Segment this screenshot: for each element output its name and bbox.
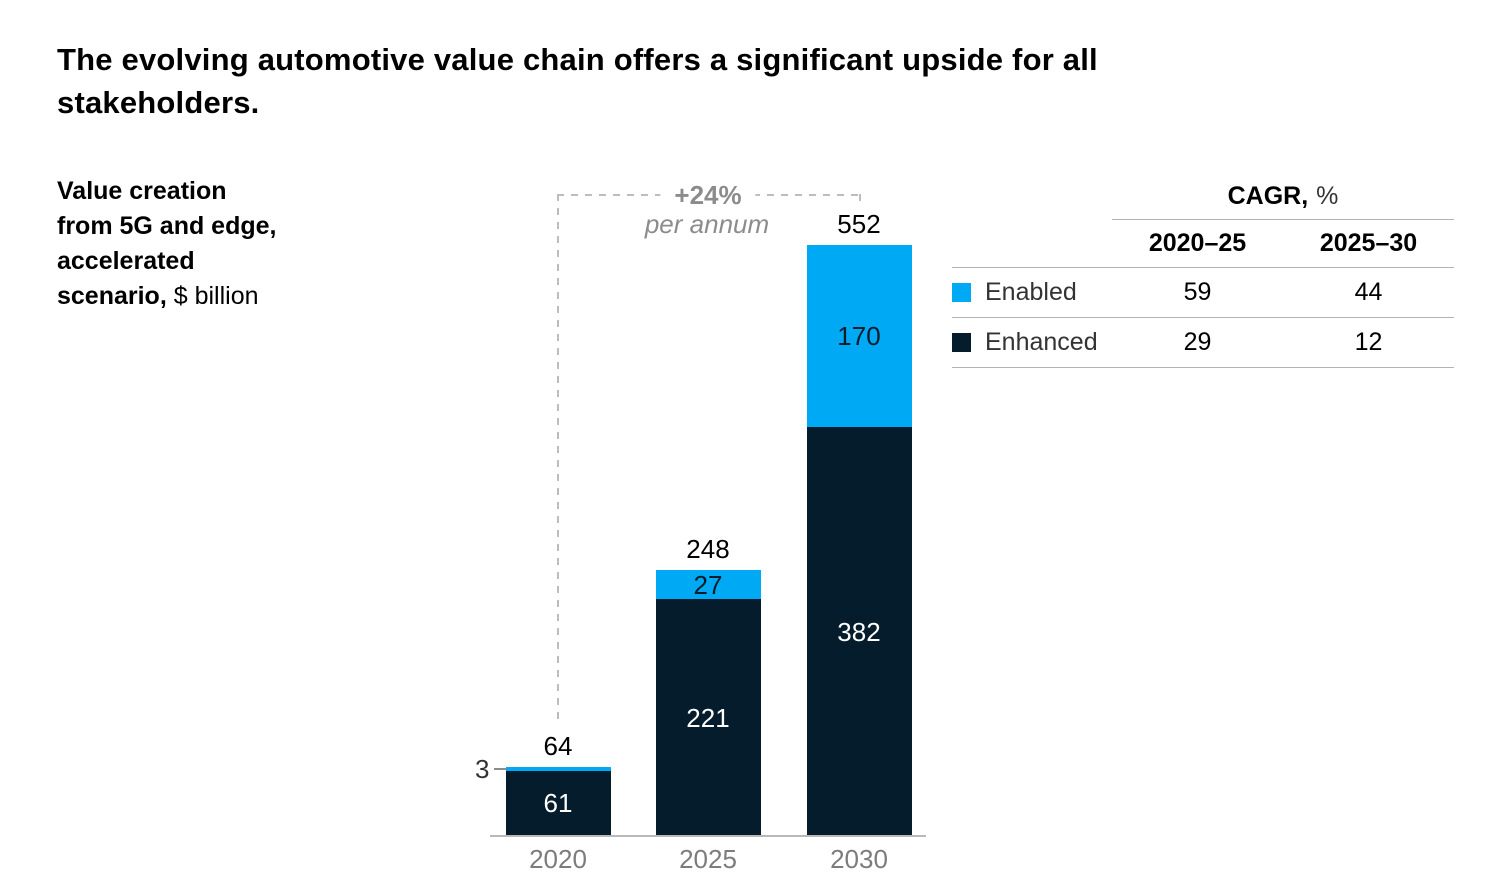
column-header-2025-30: 2025–30: [1319, 229, 1418, 257]
bar-segment-enabled-2030: [806, 245, 912, 427]
x-axis-label-2025: 2025: [679, 844, 737, 874]
value-connector-line-2020: [493, 767, 506, 770]
x-axis-label-2030: 2030: [830, 844, 888, 874]
x-axis-line: [490, 835, 926, 837]
bar-value-enabled-2025: 27: [693, 569, 723, 600]
bar-segment-enabled-2020: [505, 766, 611, 771]
bar-segment-enhanced-2030: [806, 427, 912, 836]
bar-value-enabled-2020: 3: [475, 753, 490, 784]
bracket-vertical-line: [557, 194, 559, 722]
bar-value-enhanced-2020: 61: [543, 788, 573, 819]
legend-cell-enhanced: Enhanced: [952, 328, 1112, 357]
table-header-unit: %: [1316, 182, 1339, 210]
bar-value-enhanced-2030: 382: [837, 616, 881, 647]
enabled-legend-swatch: [952, 283, 971, 302]
bar-total-2025: 248: [686, 534, 730, 565]
column-header-2020-25: 2020–25: [1148, 229, 1247, 257]
bar-segment-enabled-2025: [655, 570, 761, 600]
table-row-enhanced: Enhanced 29 12: [952, 318, 1454, 368]
table-row-enabled: Enabled 59 44: [952, 268, 1454, 318]
bar-segment-enhanced-2020: [505, 770, 611, 836]
bar-value-enhanced-2025: 221: [686, 702, 730, 733]
bar-total-2030: 552: [837, 209, 881, 239]
bar-segment-enhanced-2025: [655, 599, 761, 836]
table-header-title: CAGR,: [1227, 182, 1309, 210]
cagr-table: CAGR,% 2020–25 2025–30 Enabled 59 44 Enh…: [952, 180, 1454, 368]
bracket-end-tick: [859, 194, 861, 205]
enabled-cagr-2020-25: 59: [1183, 278, 1212, 306]
enhanced-legend-swatch: [952, 333, 971, 352]
page-title: The evolving automotive value chain offe…: [57, 42, 1098, 120]
legend-label-enhanced: Enhanced: [985, 328, 1098, 356]
table-header: CAGR,%: [1112, 180, 1454, 220]
enabled-cagr-2025-30: 44: [1354, 278, 1383, 306]
bar-value-enabled-2030: 170: [837, 321, 881, 351]
chart-unit-label-unit: $ billion: [166, 282, 259, 310]
table-column-headers: 2020–25 2025–30: [952, 220, 1454, 268]
legend-label-enabled: Enabled: [985, 278, 1077, 306]
bar-total-2020: 64: [543, 730, 573, 761]
growth-annotation: +24%: [660, 180, 756, 211]
enhanced-cagr-2020-25: 29: [1183, 328, 1212, 356]
x-axis-label-2020: 2020: [529, 844, 587, 874]
chart-unit-label-bold: Value creation from 5G and edge, acceler…: [57, 177, 277, 310]
chart-unit-label: Value creation from 5G and edge, acceler…: [57, 174, 276, 314]
growth-annotation-sub: per annum: [638, 209, 776, 240]
enhanced-cagr-2025-30: 12: [1354, 328, 1383, 356]
legend-cell-enabled: Enabled: [952, 278, 1112, 307]
